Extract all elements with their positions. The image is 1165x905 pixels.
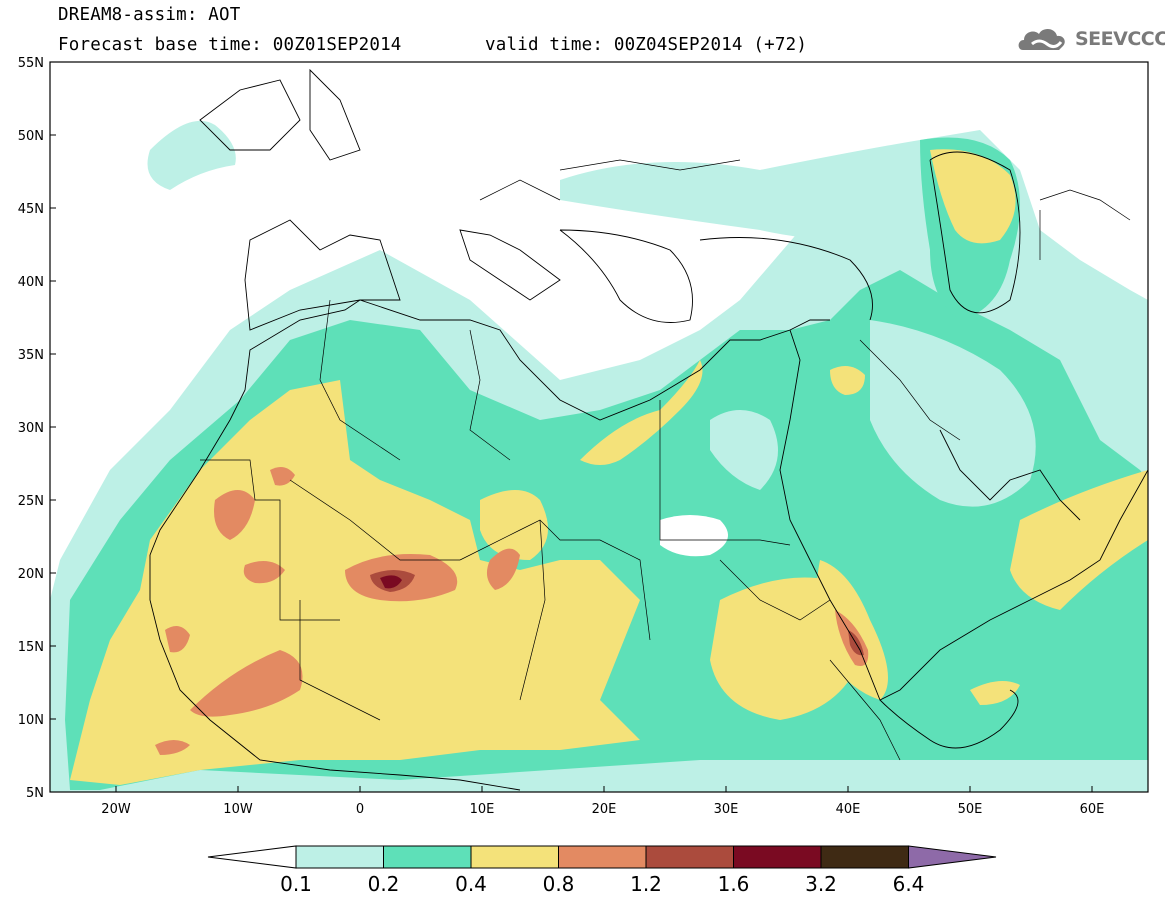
aot-0.8-mali-a: [243, 561, 285, 584]
aot-0.1-arabia: [870, 320, 1036, 507]
legend-label-3.2: 3.2: [805, 872, 837, 896]
aot-0.8-mauritania: [214, 490, 255, 540]
legend-label-0.1: 0.1: [280, 872, 312, 896]
aot-0.4-libya-streak: [580, 360, 703, 465]
axis-ticks: [50, 134, 1093, 793]
lon-label-20e: 20E: [592, 802, 617, 817]
lat-label-35n: 35N: [18, 348, 44, 363]
lat-label-25n: 25N: [18, 494, 44, 509]
lat-label-55n: 55N: [18, 56, 44, 71]
lat-label-45n: 45N: [18, 202, 44, 217]
lon-label-30e: 30E: [714, 802, 739, 817]
base-time: Forecast base time: 00Z01SEP2014: [58, 35, 402, 55]
borders: [200, 159, 1131, 761]
coastlines: [149, 68, 1148, 791]
valid-time: valid time: 00Z04SEP2014 (+72): [485, 35, 808, 55]
logo-text: SEEVCCC: [1075, 28, 1165, 50]
aot-0.8-mali-b: [190, 650, 303, 717]
aot-0.4-chad: [480, 490, 548, 560]
legend-label-0.2: 0.2: [367, 872, 400, 896]
lon-label-60e: 60E: [1080, 802, 1105, 817]
aot-0.1-atlantic-blob: [147, 120, 236, 190]
legend-label-6.4: 6.4: [892, 872, 925, 896]
aot-0.1-north-band: [560, 140, 930, 240]
lat-label-10n: 10N: [18, 713, 44, 728]
legend-label-1.2: 1.2: [630, 872, 662, 896]
aot-0.4-oman: [1010, 470, 1148, 610]
lat-label-40n: 40N: [18, 275, 44, 290]
aot-white-hole-egypt: [710, 410, 778, 490]
aot-0.8-guinea: [155, 740, 190, 755]
lat-label-50n: 50N: [18, 129, 44, 144]
lon-label-10w: 10W: [223, 802, 253, 817]
lat-label-15n: 15N: [18, 640, 44, 655]
longitude-labels: 20W 10W 0 10E 20E 30E 40E 50E 60E: [101, 802, 1104, 817]
lon-label-50e: 50E: [958, 802, 983, 817]
forecast-times: Forecast base time: 00Z01SEP2014 valid ti…: [58, 35, 807, 55]
cloud-logo-icon: [1018, 28, 1065, 50]
lon-label-0: 0: [356, 802, 364, 817]
map-title: DREAM8-assim: AOT: [58, 5, 241, 25]
aot-0.4-somalia: [970, 681, 1020, 705]
lat-label-20n: 20N: [18, 567, 44, 582]
lon-label-20w: 20W: [101, 802, 131, 817]
aot-0.8-algeria: [270, 466, 295, 486]
legend-label-0.4: 0.4: [455, 872, 487, 896]
aot-shading: [50, 62, 1148, 792]
legend-label-0.8: 0.8: [542, 872, 575, 896]
aot-0.4-caspian: [930, 149, 1016, 244]
aot-white-hole-libya: [660, 515, 728, 557]
lon-label-40e: 40E: [836, 802, 861, 817]
lat-label-5n: 5N: [26, 786, 44, 801]
lon-label-10e: 10E: [470, 802, 495, 817]
lat-label-30n: 30N: [18, 421, 44, 436]
aot-1.6-niger: [380, 575, 402, 589]
latitude-labels: 5N 10N 15N 20N 25N 30N 35N 40N 45N 50N 5…: [18, 56, 44, 801]
aot-0.4-iraq: [830, 366, 865, 395]
legend-label-1.6: 1.6: [717, 872, 750, 896]
aot-0.8-chad: [486, 548, 520, 590]
aot-0.8-senegal: [165, 626, 190, 653]
